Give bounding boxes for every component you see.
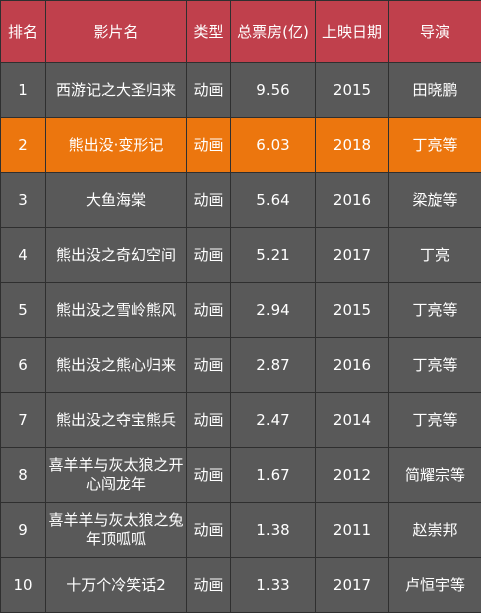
cell-title: 熊出没之夺宝熊兵 — [46, 393, 187, 448]
cell-box-office: 5.64 — [231, 173, 316, 228]
cell-rank: 8 — [1, 448, 46, 503]
cell-release-date: 2012 — [316, 448, 389, 503]
cell-type: 动画 — [187, 118, 231, 173]
cell-title: 十万个冷笑话2 — [46, 558, 187, 613]
cell-release-date: 2016 — [316, 173, 389, 228]
header-director: 导演 — [389, 1, 481, 63]
cell-title: 熊出没之雪岭熊风 — [46, 283, 187, 338]
cell-director: 丁亮等 — [389, 338, 481, 393]
header-type: 类型 — [187, 1, 231, 63]
cell-director: 丁亮等 — [389, 393, 481, 448]
cell-title: 西游记之大圣归来 — [46, 63, 187, 118]
cell-rank: 5 — [1, 283, 46, 338]
cell-type: 动画 — [187, 558, 231, 613]
cell-director: 丁亮等 — [389, 118, 481, 173]
cell-release-date: 2017 — [316, 228, 389, 283]
cell-title: 喜羊羊与灰太狼之兔年顶呱呱 — [46, 503, 187, 558]
cell-title: 熊出没之熊心归来 — [46, 338, 187, 393]
cell-rank: 10 — [1, 558, 46, 613]
cell-release-date: 2016 — [316, 338, 389, 393]
cell-director: 赵崇邦 — [389, 503, 481, 558]
cell-box-office: 2.47 — [231, 393, 316, 448]
cell-rank: 6 — [1, 338, 46, 393]
cell-director: 卢恒宇等 — [389, 558, 481, 613]
cell-director: 梁旋等 — [389, 173, 481, 228]
cell-release-date: 2015 — [316, 63, 389, 118]
cell-title: 大鱼海棠 — [46, 173, 187, 228]
cell-type: 动画 — [187, 338, 231, 393]
cell-release-date: 2018 — [316, 118, 389, 173]
cell-type: 动画 — [187, 503, 231, 558]
cell-box-office: 2.87 — [231, 338, 316, 393]
cell-type: 动画 — [187, 283, 231, 338]
cell-title: 喜羊羊与灰太狼之开心闯龙年 — [46, 448, 187, 503]
header-title: 影片名 — [46, 1, 187, 63]
cell-type: 动画 — [187, 173, 231, 228]
cell-rank: 2 — [1, 118, 46, 173]
header-row: 排名 影片名 类型 总票房(亿) 上映日期 导演 — [1, 1, 481, 63]
cell-box-office: 9.56 — [231, 63, 316, 118]
cell-title: 熊出没·变形记 — [46, 118, 187, 173]
cell-rank: 7 — [1, 393, 46, 448]
cell-box-office: 5.21 — [231, 228, 316, 283]
cell-type: 动画 — [187, 63, 231, 118]
cell-release-date: 2017 — [316, 558, 389, 613]
cell-release-date: 2014 — [316, 393, 389, 448]
cell-director: 丁亮等 — [389, 283, 481, 338]
cell-director: 丁亮 — [389, 228, 481, 283]
cell-box-office: 1.38 — [231, 503, 316, 558]
header-rank: 排名 — [1, 1, 46, 63]
cell-box-office: 2.94 — [231, 283, 316, 338]
cell-box-office: 1.67 — [231, 448, 316, 503]
cell-rank: 1 — [1, 63, 46, 118]
cell-rank: 4 — [1, 228, 46, 283]
cell-box-office: 1.33 — [231, 558, 316, 613]
cell-title: 熊出没之奇幻空间 — [46, 228, 187, 283]
cell-director: 田晓鹏 — [389, 63, 481, 118]
cell-type: 动画 — [187, 393, 231, 448]
header-box-office: 总票房(亿) — [231, 1, 316, 63]
cell-release-date: 2011 — [316, 503, 389, 558]
table-header: 排名 影片名 类型 总票房(亿) 上映日期 导演 — [1, 1, 481, 63]
cell-rank: 3 — [1, 173, 46, 228]
cell-type: 动画 — [187, 228, 231, 283]
cell-rank: 9 — [1, 503, 46, 558]
cell-box-office: 6.03 — [231, 118, 316, 173]
cell-release-date: 2015 — [316, 283, 389, 338]
cell-director: 简耀宗等 — [389, 448, 481, 503]
header-release-date: 上映日期 — [316, 1, 389, 63]
cell-type: 动画 — [187, 448, 231, 503]
